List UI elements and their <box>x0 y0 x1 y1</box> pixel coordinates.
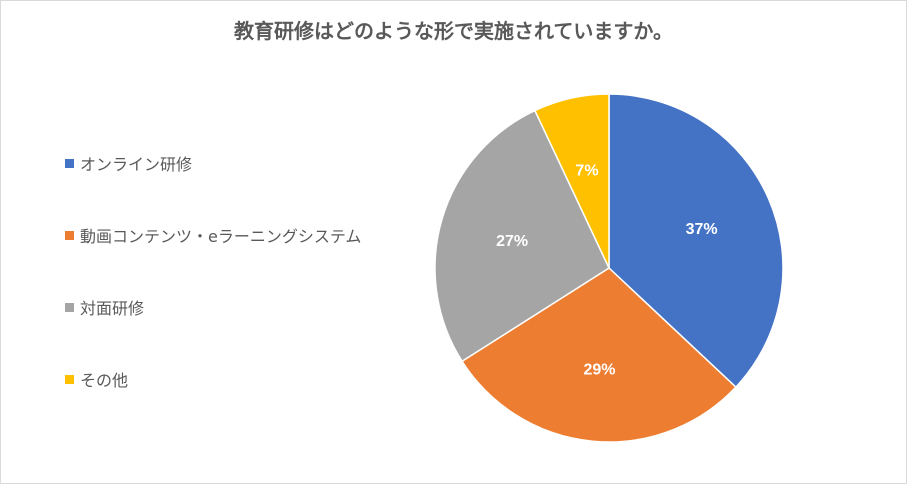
pie-slice-other <box>533 93 610 269</box>
chart-title: 教育研修はどのような形で実施されていますか。 <box>234 19 673 43</box>
legend-label-video-elearning: 動画コンテンツ・eラーニングシステム <box>80 227 362 246</box>
legend-swatch-video-elearning <box>65 230 74 240</box>
data-label-other: 7% <box>575 163 598 180</box>
pie-slice-online <box>608 93 784 389</box>
legend-item-video-elearning: 動画コンテンツ・eラーニングシステム <box>65 223 361 247</box>
legend-label-face-to-face: 対面研修 <box>80 299 145 318</box>
legend-swatch-face-to-face <box>65 302 74 312</box>
legend-label-other: その他 <box>80 371 129 390</box>
legend-label-online: オンライン研修 <box>80 155 193 174</box>
data-label-face-to-face: 27% <box>496 233 528 250</box>
legend-item-other: その他 <box>65 367 361 391</box>
legend: オンライン研修 動画コンテンツ・eラーニングシステム 対面研修 その他 <box>65 151 361 439</box>
pie-slice-video-elearning <box>461 267 737 443</box>
data-label-online: 37% <box>686 221 718 238</box>
legend-item-face-to-face: 対面研修 <box>65 295 361 319</box>
data-label-video-elearning: 29% <box>583 361 615 378</box>
legend-swatch-online <box>65 158 74 168</box>
legend-item-online: オンライン研修 <box>65 151 361 175</box>
pie-slice-face-to-face <box>434 109 610 363</box>
legend-swatch-other <box>65 374 74 384</box>
